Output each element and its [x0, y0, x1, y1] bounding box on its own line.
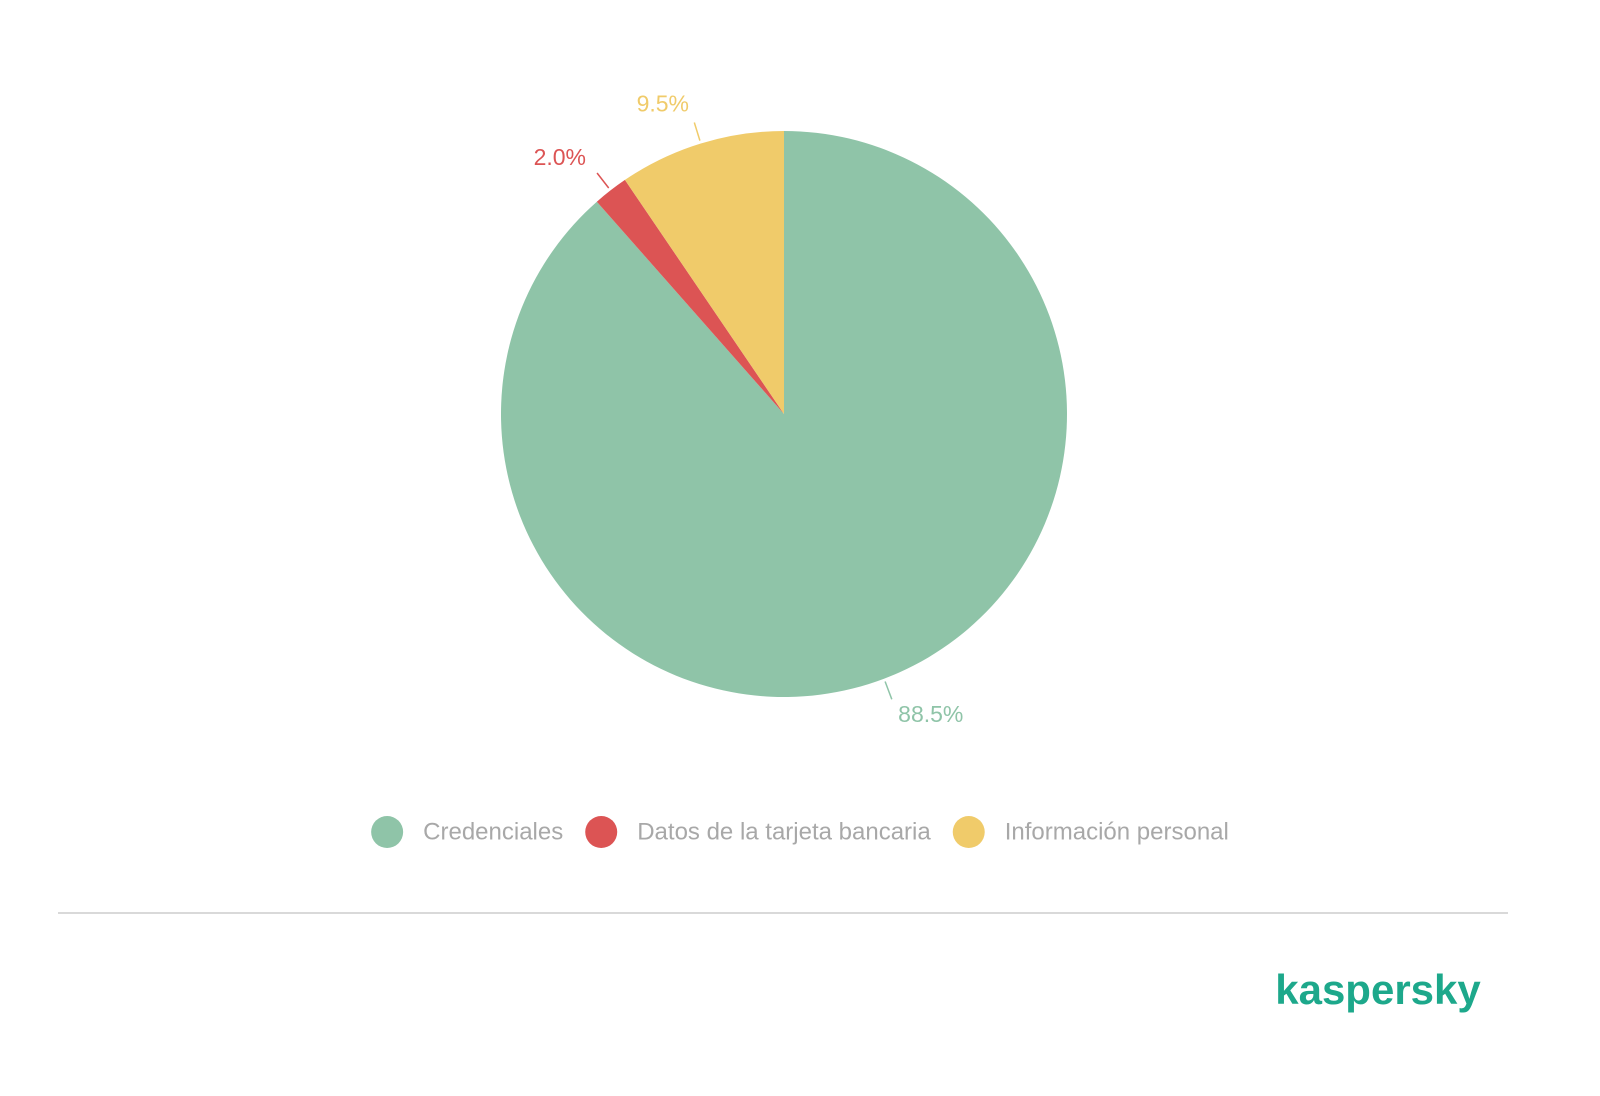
data-label: 2.0% — [534, 144, 586, 170]
data-label: 9.5% — [637, 90, 689, 116]
legend-marker — [952, 816, 985, 848]
pie-slice — [596, 179, 784, 414]
brand-logo: kaspersky — [1275, 966, 1481, 1013]
legend-label: Datos de la tarjeta bancaria — [637, 818, 931, 845]
legend-label: Información personal — [1005, 818, 1229, 845]
leader-line — [884, 681, 893, 700]
leader-line — [693, 122, 701, 141]
legend-marker — [371, 816, 404, 848]
legend-marker — [585, 816, 618, 848]
pie-slice — [624, 131, 784, 414]
leader-line — [596, 172, 610, 189]
pie-slice — [500, 131, 1067, 697]
data-label: 88.5% — [898, 701, 963, 727]
legend-label: Credenciales — [423, 818, 563, 845]
